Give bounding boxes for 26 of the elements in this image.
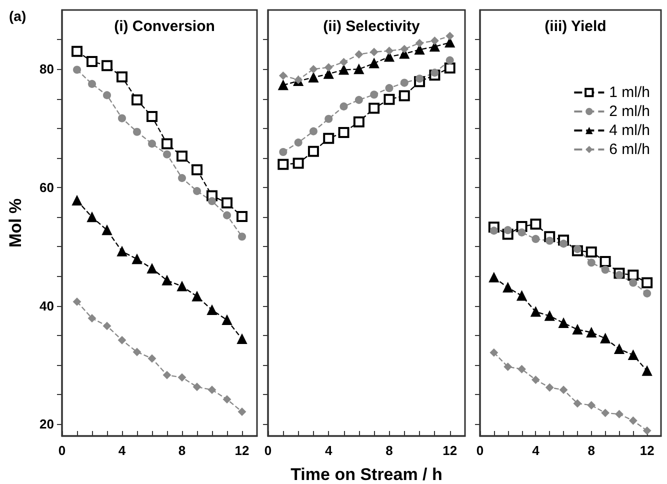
- x-tick-label: 8: [386, 443, 393, 458]
- x-tick-label: 12: [442, 443, 458, 458]
- x-tick-label: 4: [118, 443, 126, 458]
- x-tick-label: 0: [476, 443, 484, 458]
- y-tick-label: 40: [40, 298, 54, 314]
- x-tick-label: 12: [234, 443, 250, 458]
- y-tick-label: 20: [40, 416, 54, 432]
- legend-label: 1 ml/h: [609, 84, 650, 101]
- y-tick-label: 60: [40, 180, 54, 195]
- text: (i) Conversion: [114, 18, 215, 35]
- x-tick-label: 4: [325, 443, 333, 458]
- y-axis-title: Mol %: [6, 198, 25, 248]
- legend-label: 4 ml/h: [609, 122, 650, 139]
- text: (ii) Selectivity: [323, 18, 421, 35]
- x-tick-label: 0: [58, 443, 66, 458]
- x-tick-label: 0: [264, 443, 272, 458]
- y-tick-label: 80: [40, 62, 54, 77]
- x-tick-label: 12: [640, 443, 654, 458]
- x-tick-label: 8: [178, 443, 186, 458]
- text: (iii) Yield: [544, 18, 606, 35]
- legend-label: 2 ml/h: [609, 103, 650, 120]
- legend-label: 6 ml/h: [609, 141, 650, 158]
- x-tick-label: 4: [532, 443, 540, 458]
- x-tick-label: 8: [588, 443, 595, 458]
- x-axis-title: Time on Stream / h: [290, 465, 442, 484]
- text: (a): [9, 8, 26, 24]
